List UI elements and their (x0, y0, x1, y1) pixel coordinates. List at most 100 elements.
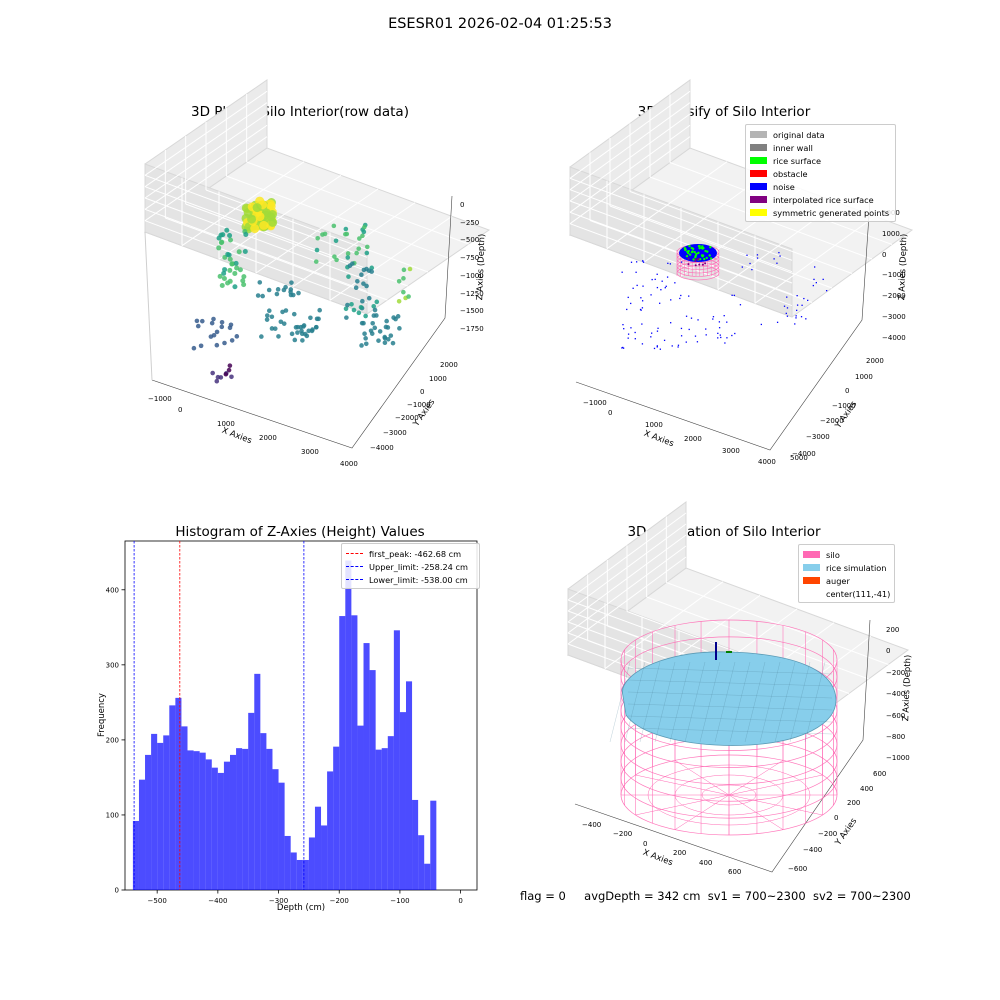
rice-mesh-line (729, 661, 751, 743)
raw-point (234, 334, 240, 339)
noise-point (786, 296, 788, 298)
simulation-ytick: −400 (803, 846, 823, 854)
noise-point (634, 338, 636, 340)
classify-3d-plot (568, 79, 914, 451)
histogram-bar (387, 736, 394, 890)
raw-xtick: −1000 (148, 395, 172, 403)
raw-point (306, 328, 312, 334)
raw-point (346, 274, 351, 279)
rice-surface-point (702, 246, 705, 250)
raw-xtick: 4000 (340, 460, 358, 468)
raw-point (382, 334, 388, 340)
grid-line (144, 90, 268, 176)
raw-point (228, 237, 234, 243)
grid-line (569, 177, 793, 261)
simulation-legend: silo rice simulation auger center(111,-41) (798, 544, 895, 603)
noise-point (635, 261, 638, 263)
raw-point (241, 282, 247, 288)
raw-point (264, 313, 270, 318)
legend-swatch (803, 590, 820, 597)
classify-ztick: −4000 (882, 333, 906, 342)
histogram-bar (236, 748, 243, 890)
simulation-ytick: 600 (873, 770, 887, 778)
rice-surface-point (694, 255, 697, 259)
noise-point (641, 323, 643, 325)
rice-mesh-line (684, 661, 706, 743)
noise-point (694, 335, 697, 337)
raw-point (283, 308, 289, 313)
raw-point (362, 224, 367, 230)
histogram-bar (272, 769, 279, 890)
raw-point (232, 270, 238, 276)
raw-point (255, 293, 261, 298)
rice-mesh-line (789, 661, 811, 743)
raw-ytick: 1000 (429, 375, 447, 383)
classify-ytick: −1000 (832, 402, 856, 410)
raw-point (257, 280, 263, 285)
histogram-bar (138, 779, 146, 890)
raw-point (223, 371, 229, 377)
raw-point (243, 232, 249, 238)
raw-point (344, 231, 350, 237)
histogram-xtick-label: −400 (208, 897, 227, 905)
interpolated-point (701, 263, 704, 266)
raw-point (368, 328, 374, 334)
rice-surface-point (687, 249, 690, 253)
noise-point (641, 300, 644, 302)
histogram-bar (278, 782, 285, 890)
histogram-bar (211, 767, 218, 890)
rice-mesh-line (627, 691, 833, 699)
noise-point (663, 339, 666, 342)
legend-swatch (750, 131, 767, 138)
classify-ytick: −3000 (806, 433, 830, 441)
legend-label: inner wall (773, 142, 813, 153)
raw-point (259, 220, 269, 230)
noise-point (822, 278, 824, 281)
noise-point (756, 254, 759, 256)
raw-point (363, 341, 369, 347)
classify-ztick: −1000 (882, 271, 906, 280)
noise-point (674, 282, 676, 284)
raw-point (216, 245, 222, 251)
simulation-ytick: −200 (818, 830, 838, 838)
legend-item: obstacle (750, 167, 890, 180)
raw-point (349, 301, 354, 307)
rice-mesh-line (627, 679, 833, 687)
raw-point (363, 313, 368, 319)
legend-swatch (750, 157, 767, 164)
legend-label: rice surface (773, 155, 822, 166)
simulation-ztick: −200 (886, 668, 906, 677)
raw-point (227, 267, 233, 273)
histogram-bar (145, 754, 152, 890)
histogram-xtick-label: 0 (458, 897, 462, 905)
rice-surface-point (688, 244, 691, 248)
raw-point (215, 374, 221, 380)
noise-point (756, 257, 759, 259)
interpolated-point (698, 263, 701, 266)
noise-point (622, 347, 625, 349)
legend-label: Upper_limit: -258.24 cm (369, 561, 468, 572)
raw-point (228, 322, 234, 328)
rice-surface-point (691, 250, 694, 253)
raw-point (247, 214, 257, 224)
histogram-bar (345, 560, 352, 890)
interpolated-point (687, 263, 690, 266)
raw-point (260, 293, 265, 299)
rice-surface-point (709, 246, 712, 249)
histogram-bar (405, 681, 413, 890)
noise-point (680, 261, 683, 263)
noise-point (814, 266, 816, 268)
legend-item: symmetric generated points (750, 206, 890, 219)
raw-point (295, 324, 301, 330)
rice-surface-point (687, 252, 690, 255)
raw-point (345, 302, 350, 308)
raw-point (360, 233, 365, 239)
raw-point (259, 334, 264, 339)
raw-point (227, 363, 233, 368)
raw-point (227, 232, 233, 238)
noise-point (705, 328, 707, 330)
rice-mesh-line (624, 661, 646, 743)
rice-surface-point (693, 251, 696, 254)
raw-point (364, 283, 369, 289)
simulation-ytick: 200 (847, 799, 861, 807)
